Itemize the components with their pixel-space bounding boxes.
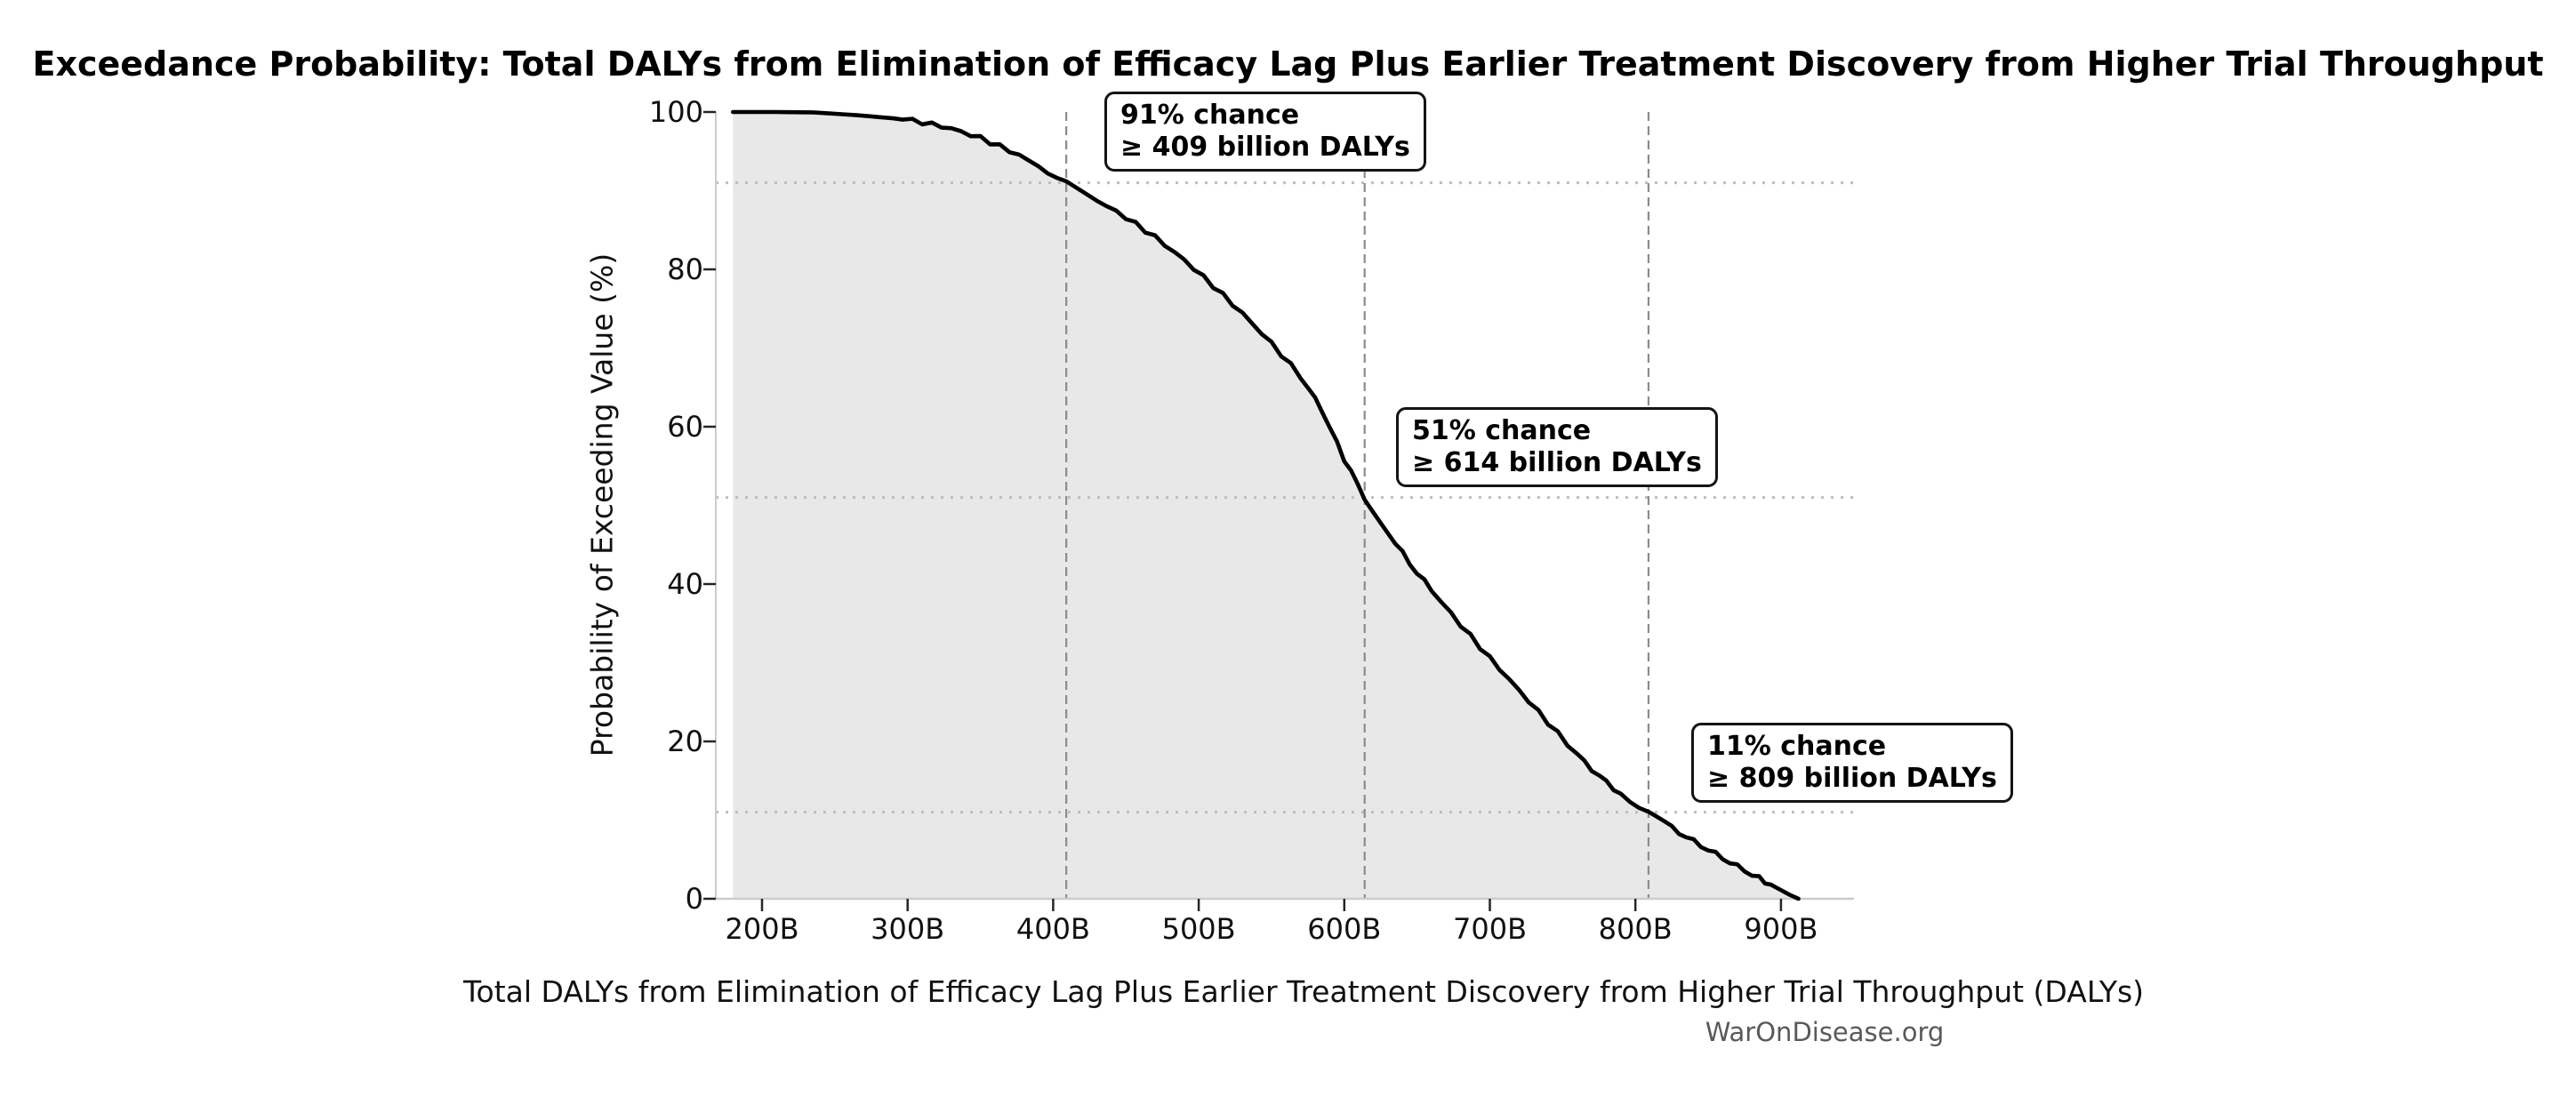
annotation-line1: 51% chance	[1412, 415, 1592, 446]
x-tick-label: 300B	[871, 912, 945, 946]
y-tick-label: 60	[667, 410, 703, 444]
footer-brand: WarOnDisease.org	[1705, 1017, 1945, 1047]
annotation-51-percent: 51% chance ≥ 614 billion DALYs	[1396, 407, 1718, 487]
annotation-line2: ≥ 409 billion DALYs	[1120, 132, 1410, 163]
x-tick-label: 400B	[1015, 912, 1090, 946]
area-fill	[733, 112, 1799, 899]
exceedance-curve	[730, 109, 1801, 901]
x-tick-label: 500B	[1161, 912, 1236, 946]
x-tick-label: 700B	[1452, 912, 1528, 946]
x-tick-label: 200B	[725, 912, 799, 946]
x-tick-label: 800B	[1598, 912, 1673, 946]
annotation-11-percent: 11% chance ≥ 809 billion DALYs	[1691, 723, 2013, 803]
annotation-line2: ≥ 809 billion DALYs	[1707, 763, 1997, 794]
y-axis-label: Probability of Exceeding Value (%)	[584, 252, 620, 757]
annotation-91-percent: 91% chance ≥ 409 billion DALYs	[1104, 92, 1426, 172]
annotation-line1: 91% chance	[1120, 100, 1300, 131]
y-tick-label: 80	[667, 252, 703, 286]
x-tick-label: 600B	[1307, 912, 1382, 946]
annotation-line1: 11% chance	[1707, 731, 1887, 762]
x-tick-label: 900B	[1744, 912, 1818, 946]
y-tick-label: 20	[667, 725, 703, 758]
x-axis-label: Total DALYs from Elimination of Efficacy…	[462, 974, 2145, 1009]
chart-title: Exceedance Probability: Total DALYs from…	[32, 44, 2544, 84]
y-tick-label: 40	[667, 567, 703, 601]
y-tick-label: 100	[648, 95, 703, 129]
annotation-line2: ≥ 614 billion DALYs	[1412, 447, 1702, 478]
y-tick-label: 0	[685, 882, 703, 916]
